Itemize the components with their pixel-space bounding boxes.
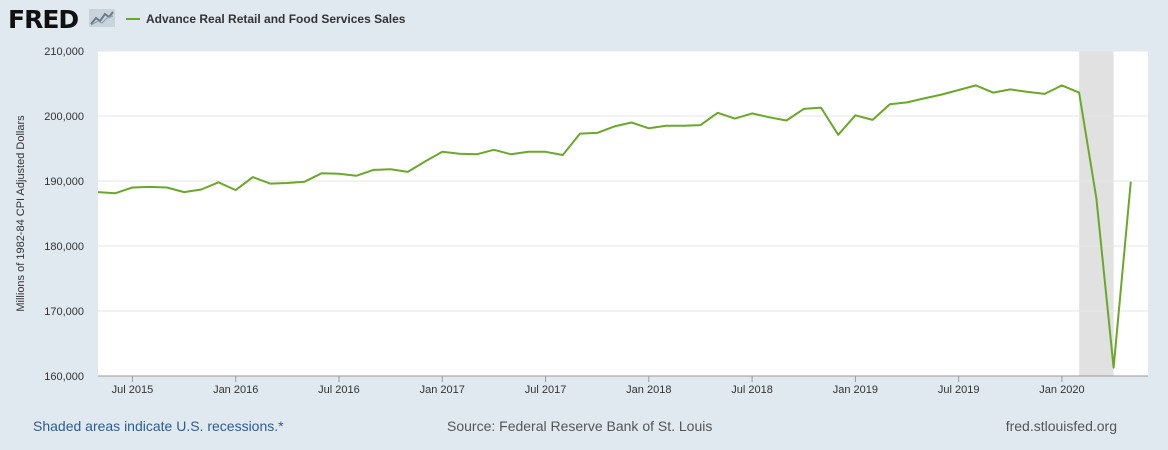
fred-logo[interactable]: FRED bbox=[8, 5, 79, 34]
x-tick-label: Jan 2019 bbox=[833, 384, 878, 396]
x-tick-label: Jul 2015 bbox=[112, 384, 154, 396]
recession-note-link[interactable]: Shaded areas indicate U.S. recessions.* bbox=[33, 418, 284, 434]
y-tick-label: 160,000 bbox=[44, 371, 84, 383]
y-tick-label: 210,000 bbox=[44, 46, 84, 58]
y-tick-label: 190,000 bbox=[44, 176, 84, 188]
recession-band bbox=[1079, 51, 1114, 376]
y-tick-label: 170,000 bbox=[44, 306, 84, 318]
legend-label[interactable]: Advance Real Retail and Food Services Sa… bbox=[146, 12, 406, 26]
site-url[interactable]: fred.stlouisfed.org bbox=[1005, 418, 1117, 434]
trend-line-icon bbox=[89, 9, 115, 27]
source-note: Source: Federal Reserve Bank of St. Loui… bbox=[447, 418, 713, 434]
y-tick-label: 200,000 bbox=[44, 111, 84, 123]
x-tick-label: Jan 2017 bbox=[420, 384, 465, 396]
y-axis-label: Millions of 1982-84 CPI Adjusted Dollars bbox=[15, 115, 27, 312]
x-tick-label: Jul 2017 bbox=[525, 384, 567, 396]
x-tick-label: Jul 2018 bbox=[731, 384, 773, 396]
y-tick-label: 180,000 bbox=[44, 241, 84, 253]
x-tick-label: Jan 2016 bbox=[213, 384, 258, 396]
x-tick-label: Jul 2016 bbox=[318, 384, 360, 396]
legend-swatch bbox=[126, 18, 140, 20]
chart-legend: Advance Real Retail and Food Services Sa… bbox=[126, 12, 405, 26]
line-chart[interactable]: 160,000 170,000 180,000 190,000 200,000 210,0… bbox=[0, 0, 1168, 410]
x-tick-label: Jan 2020 bbox=[1039, 384, 1084, 396]
x-tick-label: Jul 2019 bbox=[938, 384, 980, 396]
plot-area bbox=[98, 51, 1148, 376]
series-line[interactable] bbox=[97, 84, 1132, 369]
x-tick-label: Jan 2018 bbox=[626, 384, 671, 396]
